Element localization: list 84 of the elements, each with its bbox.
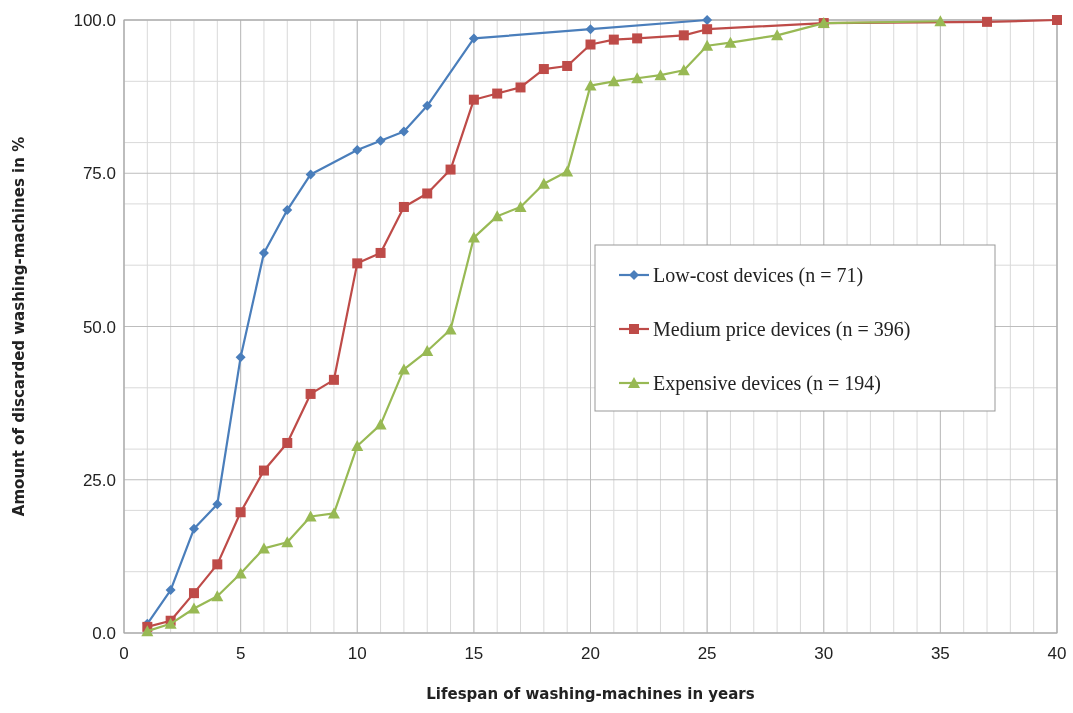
point [538,64,549,75]
point [445,164,456,175]
point [982,16,993,27]
point [468,33,479,44]
x-tick-label: 10 [347,644,367,663]
point [771,29,784,41]
point [211,590,224,602]
point [398,201,409,212]
point [281,536,294,548]
y-tick-label: 100.0 [73,11,116,30]
point [561,165,574,177]
legend-label: Medium price devices (n = 396) [653,318,911,341]
point [491,210,504,222]
point [678,30,689,41]
point [188,523,199,534]
point [585,39,596,50]
point [257,542,270,554]
point [585,24,596,35]
point [444,323,457,335]
x-tick-label: 15 [464,644,484,663]
legend-label: Expensive devices (n = 194) [653,372,881,395]
legend-label: Low-cost devices (n = 71) [653,264,864,287]
x-tick-label: 5 [235,644,246,663]
point [467,231,480,243]
point [584,79,597,91]
point [282,205,293,216]
point [492,88,503,99]
point [258,465,269,476]
point [188,588,199,599]
point [187,602,200,614]
y-tick-label: 75.0 [82,164,116,184]
point [1052,15,1062,25]
x-tick-label: 25 [697,644,717,663]
point [702,24,713,35]
point [304,510,317,522]
point [234,567,247,579]
point [422,188,433,199]
point [421,345,434,357]
point [608,34,619,45]
point [352,144,363,155]
y-tick-label: 25.0 [82,470,116,490]
point [305,169,316,180]
point [375,247,386,258]
point [351,440,364,452]
point [654,69,667,81]
point [537,177,550,189]
x-tick-label: 20 [581,644,600,663]
point [258,247,269,258]
point [422,100,433,111]
point [607,75,620,87]
point [562,60,573,71]
x-tick-label: 0 [119,644,129,663]
point [398,126,409,137]
point [514,200,527,212]
y-tick-label: 0.0 [92,624,116,643]
x-axis-title: Lifespan of washing-machines in years [426,685,755,703]
point [235,352,246,363]
point [677,64,690,76]
point [305,388,316,399]
point [352,258,363,269]
point [375,135,386,146]
point [141,625,154,637]
x-tick-label: 40 [1047,644,1067,663]
point [468,94,479,105]
point [724,36,737,48]
point [631,72,644,84]
point [282,437,293,448]
point [515,82,526,93]
point [632,33,643,44]
point [934,15,947,27]
point [212,499,223,510]
point [701,39,714,51]
x-tick-label: 30 [814,644,834,663]
point [212,559,223,570]
point [702,15,713,25]
x-tick-label: 35 [930,644,950,663]
point [165,585,176,596]
point [328,374,339,385]
point [374,418,387,430]
point [327,507,340,519]
y-tick-label: 50.0 [82,317,116,337]
point [397,363,410,375]
point [235,507,246,518]
y-axis-title: Amount of discarded washing-machines in % [10,136,28,517]
